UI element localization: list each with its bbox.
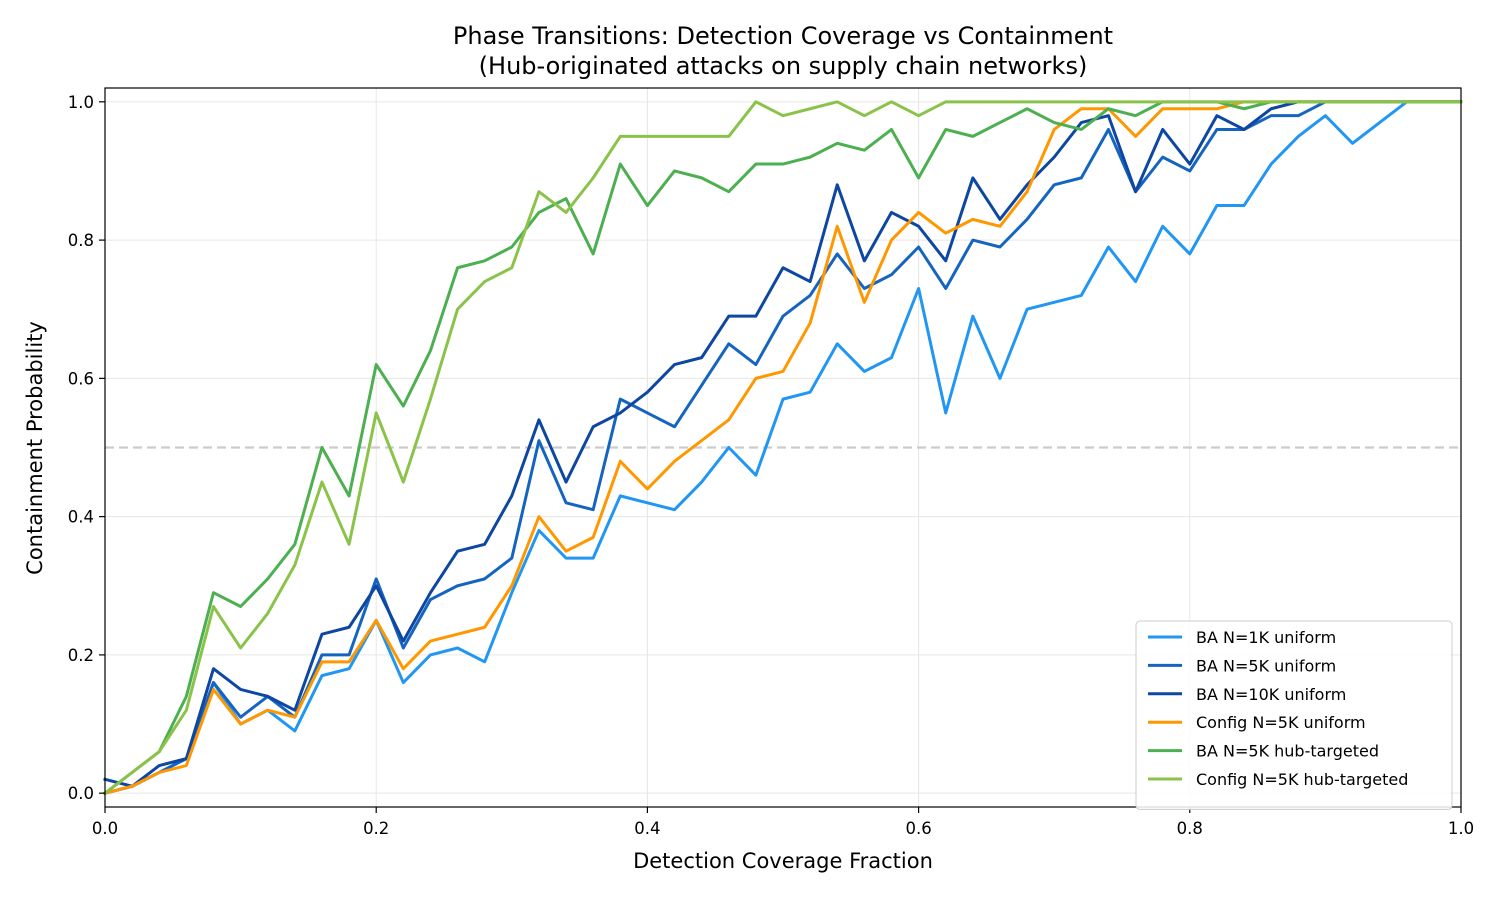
y-tick-label: 0.0	[68, 784, 94, 803]
legend-label: BA N=5K uniform	[1196, 656, 1336, 675]
legend-box	[1135, 620, 1453, 810]
legend: BA N=1K uniform BA N=5K uniform BA N=10K u…	[1135, 620, 1453, 810]
series-line-5	[102, 100, 1463, 796]
plot-frame	[104, 87, 1462, 808]
series-line-1	[103, 100, 1463, 795]
axis-ticks: 0.0 0.2 0.4 0.6 0.8 1.0 0.0 0.2 0.4 0.6 0.8 1.0	[68, 93, 1474, 838]
x-axis-label: Detection Coverage Fraction	[633, 849, 933, 873]
legend-label: Config N=5K hub-targeted	[1196, 770, 1408, 789]
series-line-6	[102, 100, 1463, 796]
x-tick-label: 0.8	[1177, 819, 1203, 838]
y-axis-label: Containment Probability	[23, 321, 47, 575]
series-line-3	[103, 100, 1463, 788]
y-tick-label: 0.4	[68, 508, 94, 527]
legend-label: BA N=10K uniform	[1196, 685, 1346, 704]
x-tick-label: 1.0	[1448, 819, 1474, 838]
y-tick-label: 1.0	[68, 93, 94, 112]
x-tick-label: 0.6	[905, 819, 931, 838]
y-tick-label: 0.8	[68, 231, 94, 250]
legend-label: Config N=5K uniform	[1196, 713, 1366, 732]
x-tick-label: 0.4	[634, 819, 660, 838]
legend-label: BA N=5K hub-targeted	[1196, 742, 1379, 761]
series-line-4	[103, 100, 1463, 795]
series-line-2	[103, 100, 1463, 795]
y-tick-label: 0.6	[68, 369, 94, 388]
series-lines	[102, 100, 1463, 796]
x-tick-label: 0.0	[92, 819, 118, 838]
x-tick-label: 0.2	[363, 819, 389, 838]
legend-label: BA N=1K uniform	[1196, 628, 1336, 647]
chart-subtitle: (Hub-originated attacks on supply chain …	[479, 52, 1088, 80]
y-tick-label: 0.2	[68, 646, 94, 665]
chart-title: Phase Transitions: Detection Coverage vs…	[453, 22, 1113, 50]
